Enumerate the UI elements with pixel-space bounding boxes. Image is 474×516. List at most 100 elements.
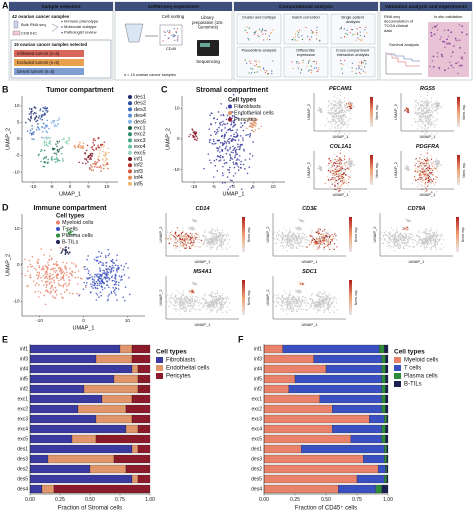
feature-point: [350, 104, 352, 106]
icon-dot: [254, 60, 256, 62]
feature-point: [404, 168, 406, 170]
umap-point: [71, 233, 73, 236]
feature-point: [300, 303, 302, 305]
umap-point: [58, 283, 60, 285]
feature-point: [345, 115, 347, 118]
feature-point: [425, 228, 427, 230]
feature-point: [422, 238, 424, 241]
feature-point: [340, 90, 343, 92]
feature-point: [333, 243, 336, 245]
feature-point: [347, 109, 349, 111]
feature-point: [289, 227, 291, 229]
umap-point: [192, 131, 195, 134]
feature-point: [197, 239, 199, 241]
feature-point: [177, 234, 180, 236]
umap-point: [230, 121, 233, 123]
feature-point: [313, 242, 315, 245]
feature-point: [215, 301, 217, 303]
feature-point: [182, 227, 184, 229]
feature-point: [320, 237, 322, 239]
feature-point: [420, 163, 422, 165]
feature-point: [170, 238, 172, 240]
feature-point: [282, 242, 284, 244]
feature-point: [189, 232, 191, 234]
step-label: Pseudotime analysis: [242, 49, 277, 53]
umap-point: [99, 149, 101, 151]
feature-point: [211, 295, 213, 297]
feature-point: [428, 117, 430, 119]
feature-point: [317, 110, 319, 112]
feature-point: [345, 161, 348, 163]
umap-point: [235, 159, 238, 161]
umap-point: [227, 138, 230, 141]
icon-dot: [310, 29, 312, 31]
feature-point: [348, 120, 350, 122]
umap-point: [89, 291, 92, 293]
feature-point: [220, 242, 222, 244]
umap-point: [207, 153, 210, 155]
feature-point: [221, 304, 223, 306]
icon-dot: [295, 36, 297, 38]
umap-point: [98, 296, 100, 298]
umap-point: [63, 279, 65, 282]
umap-point: [107, 167, 109, 170]
feature-point: [427, 234, 430, 236]
feature-point: [167, 238, 169, 240]
slide-icon: [12, 30, 21, 36]
feature-point: [392, 238, 394, 240]
umap-point: [218, 160, 220, 162]
umap-point: [59, 270, 61, 272]
feature-point: [426, 243, 428, 245]
umap-point: [107, 295, 109, 297]
feature-point: [416, 112, 419, 114]
feature-point: [320, 233, 322, 235]
feature-point: [182, 290, 184, 292]
feature-point: [426, 129, 428, 132]
feature-point: [349, 104, 351, 106]
feature-point: [426, 164, 428, 166]
feature-point: [436, 165, 438, 167]
feature-point: [426, 175, 428, 177]
umap-point: [221, 142, 224, 144]
umap-point: [217, 111, 220, 113]
feature-point: [335, 110, 337, 112]
umap-point: [50, 286, 53, 288]
feature-point: [338, 173, 340, 175]
feature-point: [189, 310, 191, 313]
feature-point: [418, 120, 420, 122]
umap-point: [97, 273, 99, 275]
feature-point: [421, 119, 423, 121]
umap-point: [25, 121, 27, 124]
feature-point: [182, 241, 184, 243]
feature-point: [332, 99, 334, 101]
feature-point: [204, 300, 207, 302]
feature-point: [340, 162, 342, 164]
feature-point: [219, 306, 221, 308]
feature-point: [226, 238, 228, 240]
feature-point: [315, 238, 317, 241]
feature-point: [426, 121, 428, 123]
feature-point: [340, 184, 343, 186]
feature-point: [342, 172, 344, 175]
feature-point: [328, 99, 330, 102]
umap-point: [97, 262, 100, 265]
feature-point: [436, 242, 438, 244]
feature-point: [193, 281, 195, 284]
feature-point: [336, 117, 338, 120]
feature-point: [400, 238, 402, 240]
umap-point: [188, 135, 190, 138]
legend-label: inf4: [134, 175, 143, 181]
feature-point: [425, 181, 427, 184]
feature-point: [436, 107, 438, 109]
feature-point: [179, 300, 181, 302]
feature-point: [425, 242, 427, 244]
umap-point: [256, 118, 258, 121]
feature-point: [171, 230, 173, 232]
y-tick-label: 10: [14, 103, 20, 108]
feature-point: [338, 118, 340, 120]
feature-point: [422, 237, 424, 240]
sequencer-screen: [200, 43, 210, 47]
feature-point: [327, 120, 329, 122]
feature-point: [277, 302, 279, 304]
tissue-cell: [457, 39, 460, 42]
